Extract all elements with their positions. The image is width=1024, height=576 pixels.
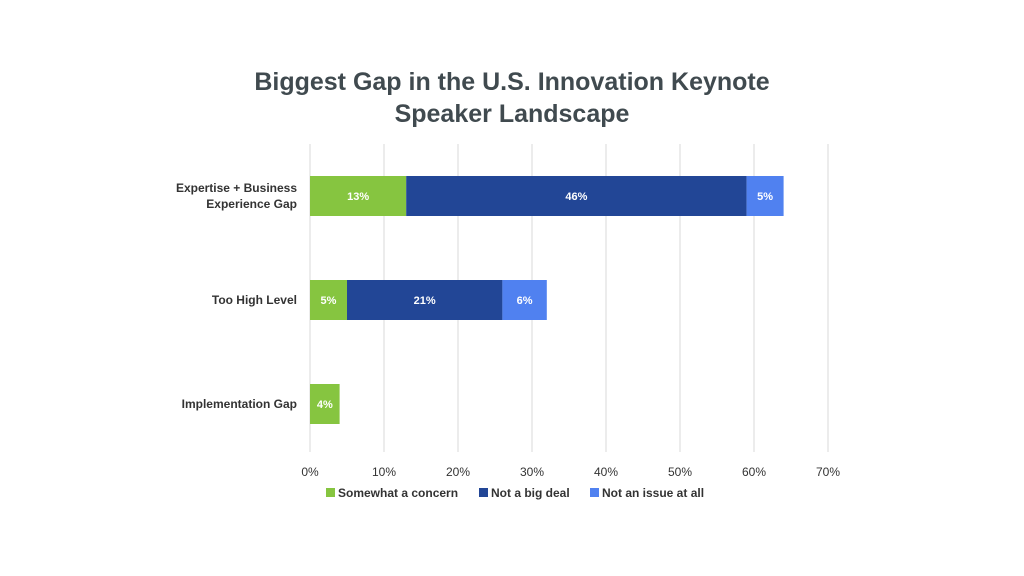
bar-0-series-1 (406, 176, 747, 216)
legend-swatch-2 (590, 488, 599, 497)
x-tick-label-4: 40% (594, 465, 618, 479)
data-label-2-series-0: 4% (317, 399, 333, 411)
category-label-2: Implementation Gap (182, 397, 297, 411)
bar-0-series-2 (746, 176, 784, 216)
category-label-2-line-0: Implementation Gap (182, 397, 297, 411)
x-tick-label-7: 70% (816, 465, 840, 479)
legend-label-1: Not a big deal (491, 486, 570, 500)
data-label-1-series-1: 21% (414, 295, 436, 307)
legend-label-2: Not an issue at all (602, 486, 704, 500)
chart-title: Biggest Gap in the U.S. Innovation Keyno… (212, 66, 812, 130)
category-label-0-line-0: Expertise + Business (176, 181, 297, 195)
bar-2-series-0 (310, 384, 340, 424)
data-labels: 13% 46% 5% 5% 21% 6% 4% (317, 191, 773, 411)
bar-0-series-0 (310, 176, 407, 216)
data-label-0-series-2: 5% (757, 191, 773, 203)
data-label-1-series-2: 6% (517, 295, 533, 307)
category-label-0-line-1: Experience Gap (206, 197, 297, 211)
legend-swatch-0 (326, 488, 335, 497)
category-label-1-line-0: Too High Level (212, 293, 297, 307)
x-tick-label-3: 30% (520, 465, 544, 479)
x-tick-label-6: 60% (742, 465, 766, 479)
data-label-0-series-1: 46% (565, 191, 587, 203)
legend-label-0: Somewhat a concern (338, 486, 458, 500)
category-label-0: Expertise + Business Experience Gap (176, 181, 297, 211)
chart-title-line-2: Speaker Landscape (394, 100, 630, 128)
x-tick-label-5: 50% (668, 465, 692, 479)
bars (310, 176, 784, 424)
legend-swatch-1 (479, 488, 488, 497)
category-labels: Expertise + Business Experience Gap Too Hi… (176, 181, 297, 411)
bar-1-series-1 (347, 280, 503, 320)
chart-title-line-1: Biggest Gap in the U.S. Innovation Keyno… (254, 68, 770, 96)
x-tick-label-1: 10% (372, 465, 396, 479)
legend: Somewhat a concern Not a big deal Not an i… (326, 486, 704, 500)
x-tick-label-0: 0% (301, 465, 319, 479)
category-label-1: Too High Level (212, 293, 297, 307)
x-axis-tick-labels: 0% 10% 20% 30% 40% 50% 60% 70% (301, 465, 840, 479)
data-label-0-series-0: 13% (347, 191, 369, 203)
bar-1-series-2 (502, 280, 547, 320)
bar-1-series-0 (310, 280, 347, 320)
x-tick-label-2: 20% (446, 465, 470, 479)
data-label-1-series-0: 5% (321, 295, 337, 307)
